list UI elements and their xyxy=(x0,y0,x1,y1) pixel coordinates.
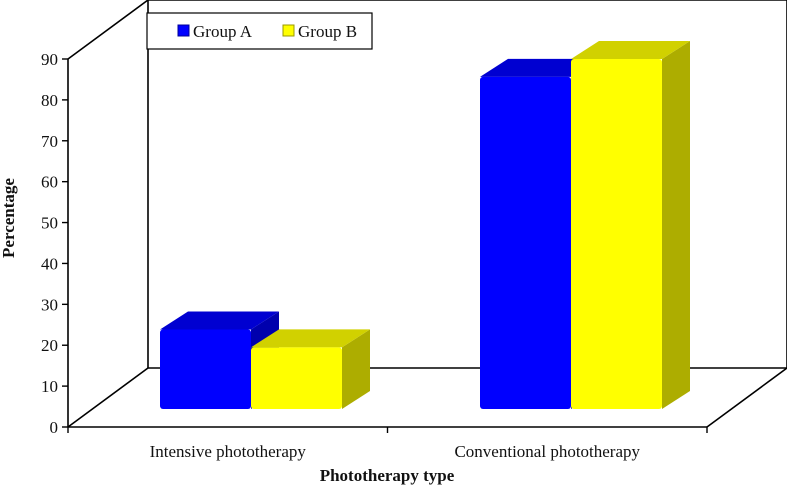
legend-items: Group A Group B xyxy=(177,22,357,41)
y-tick-label: 30 xyxy=(41,295,58,314)
bars xyxy=(160,40,690,409)
y-tick-label: 70 xyxy=(41,132,58,151)
y-tick-label: 90 xyxy=(41,50,58,69)
legend-label: Group B xyxy=(298,22,357,41)
bar-top-face xyxy=(251,329,370,348)
bar-top-face xyxy=(571,40,690,59)
bar-side-face xyxy=(662,40,690,409)
legend-item-group-b: Group B xyxy=(282,22,357,41)
y-tick-label: 0 xyxy=(50,418,59,437)
bar-front-face xyxy=(571,58,662,409)
x-tick-label: Intensive phototherapy xyxy=(150,442,307,461)
bar-front-face xyxy=(160,329,251,409)
bar-front-face xyxy=(480,76,571,409)
bar-front-face xyxy=(251,347,342,409)
y-tick-label: 50 xyxy=(41,214,58,233)
y-tick-label: 60 xyxy=(41,173,58,192)
left-wall-top xyxy=(67,0,149,60)
floor-left xyxy=(67,367,149,428)
x-tick-label: Conventional phototherapy xyxy=(454,442,640,461)
legend-label: Group A xyxy=(193,22,253,41)
x-axis-tick-labels: Intensive phototherapy Conventional photo… xyxy=(67,427,708,461)
y-axis-ticks: 0 10 20 30 40 50 60 70 80 90 xyxy=(41,50,68,437)
x-axis-title: Phototherapy type xyxy=(320,466,455,485)
y-tick-label: 80 xyxy=(41,91,58,110)
y-tick-label: 20 xyxy=(41,336,58,355)
bar-top-face xyxy=(480,58,599,77)
y-axis-title: Percentage xyxy=(0,178,18,258)
bar-group-b-2 xyxy=(571,40,690,409)
legend-item-group-a: Group A xyxy=(177,22,253,41)
floor-right xyxy=(706,367,787,428)
legend-swatch xyxy=(177,24,190,37)
y-tick-label: 10 xyxy=(41,377,58,396)
bar-group-b-1 xyxy=(251,329,370,409)
bar-top-face xyxy=(160,311,279,330)
y-tick-label: 40 xyxy=(41,254,58,273)
legend-swatch xyxy=(282,24,295,37)
legend: Group A Group B xyxy=(146,12,373,50)
bar-side-face xyxy=(342,329,370,409)
